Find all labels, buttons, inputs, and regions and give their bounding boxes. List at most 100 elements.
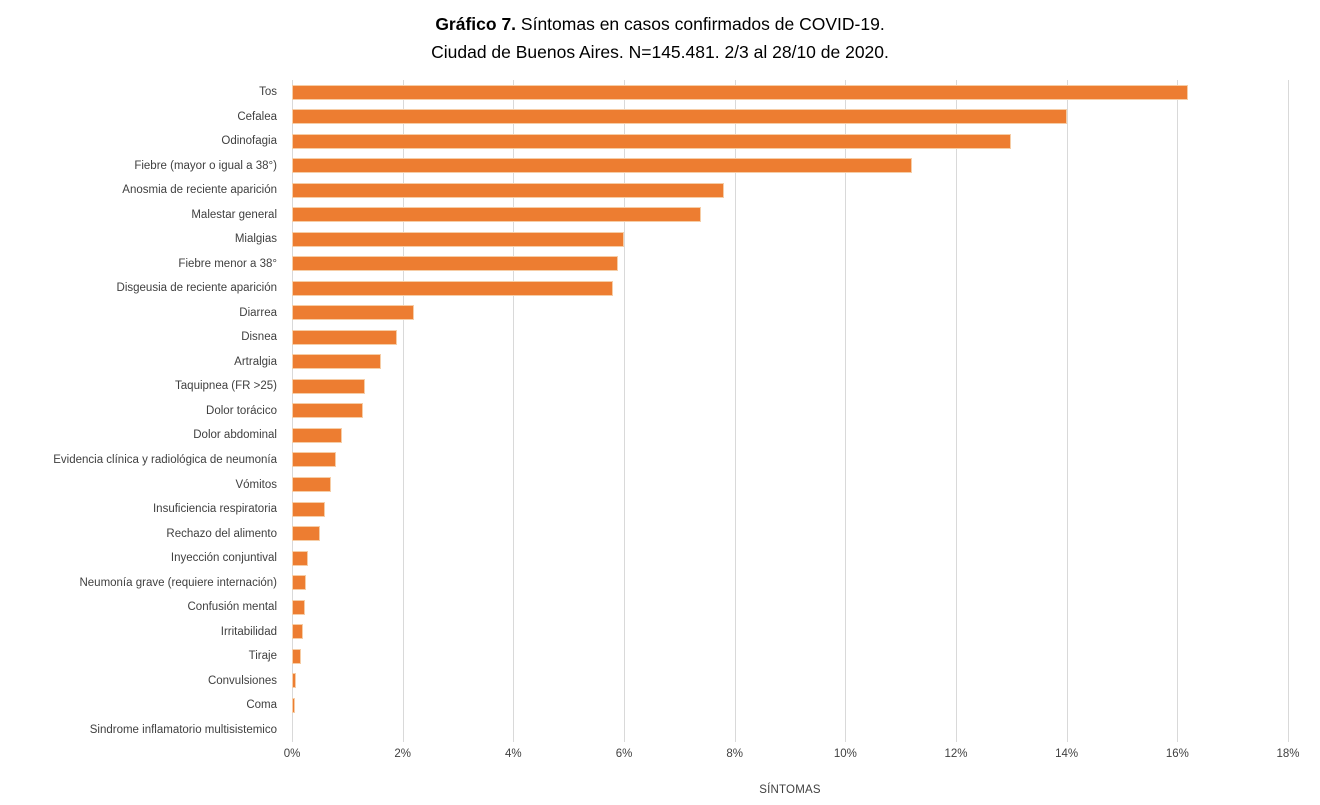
category-label: Vómitos (235, 478, 277, 491)
category-label: Taquipnea (FR >25) (175, 380, 277, 393)
bar (292, 305, 414, 321)
category-label: Dolor torácico (206, 404, 277, 417)
bar-track (292, 427, 1288, 443)
bar-track (292, 526, 1288, 542)
bar-track (292, 722, 1288, 737)
bar-track (292, 378, 1288, 394)
bar-track (292, 231, 1288, 247)
bar-row: Tiraje (0, 644, 1320, 669)
bar-track (292, 109, 1288, 125)
bar-row: Insuficiencia respiratoria (0, 497, 1320, 522)
bar (292, 452, 337, 468)
chart-title: Gráfico 7. Síntomas en casos confirmados… (0, 10, 1320, 66)
category-label: Confusión mental (187, 601, 278, 614)
bar-track (292, 477, 1288, 492)
bar-track (292, 501, 1288, 517)
category-label: Rechazo del alimento (166, 527, 277, 540)
bar-track (292, 158, 1288, 174)
bar (292, 403, 363, 419)
category-label: Artralgia (234, 355, 277, 368)
x-tick-label: 2% (394, 748, 411, 760)
bar (292, 550, 309, 566)
chart-title-prefix: Gráfico 7. (435, 14, 517, 34)
category-label: Neumonía grave (requiere internación) (79, 576, 277, 589)
gridline-14% (1066, 80, 1068, 742)
bar-row: Fiebre menor a 38° (0, 252, 1320, 277)
bar-row: Disnea (0, 325, 1320, 350)
bar-track (292, 648, 1288, 664)
category-label: Fiebre menor a 38° (178, 257, 277, 270)
bar-row: Rechazo del alimento (0, 521, 1320, 546)
gridline-12% (956, 80, 957, 742)
bar-row: Odinofagia (0, 129, 1320, 154)
gridline-8% (734, 80, 736, 742)
bar-row: Cefalea (0, 105, 1320, 130)
category-label: Disgeusia de reciente aparición (116, 282, 277, 295)
bar-track (292, 697, 1288, 713)
category-label: Cefalea (237, 110, 277, 123)
bar-row: Evidencia clínica y radiológica de neumo… (0, 448, 1320, 473)
bar (292, 133, 1012, 149)
bar (292, 231, 624, 247)
bar (292, 501, 326, 517)
bar-track (292, 575, 1288, 591)
gridline-16% (1177, 80, 1179, 742)
x-tick-label: 18% (1276, 748, 1300, 760)
bar-row: Confusión mental (0, 595, 1320, 620)
bar-row: Anosmia de reciente aparición (0, 178, 1320, 203)
bar (292, 329, 398, 345)
bar-row: Disgeusia de reciente aparición (0, 276, 1320, 301)
bar-track (292, 354, 1288, 370)
bar-row: Taquipnea (FR >25) (0, 374, 1320, 399)
bar-row: Tos (0, 80, 1320, 105)
category-label: Irritabilidad (220, 625, 277, 638)
bar (292, 673, 296, 689)
bar (292, 599, 305, 615)
x-axis-title: SÍNTOMAS (759, 784, 821, 796)
x-axis: 0% 2% 4% 6% 8% 10% 12% 14% 16% 18% (284, 748, 1300, 764)
bar-track (292, 403, 1288, 419)
category-label: Coma (246, 699, 277, 712)
x-tick-label: 0% (283, 748, 301, 760)
bar-row: Diarrea (0, 301, 1320, 326)
bar (292, 109, 1067, 125)
x-tick-label: 12% (944, 748, 968, 760)
bar-row: Sindrome inflamatorio multisistemico (0, 717, 1320, 742)
category-label: Malestar general (191, 208, 277, 221)
category-label: Fiebre (mayor o igual a 38°) (134, 159, 277, 172)
bar (292, 280, 613, 296)
bar (292, 84, 1189, 100)
bar-track (292, 84, 1288, 100)
bar-track (292, 599, 1288, 615)
bar-track (292, 305, 1288, 321)
chart-title-line1: Gráfico 7. Síntomas en casos confirmados… (0, 10, 1320, 38)
category-label: Evidencia clínica y radiológica de neumo… (53, 453, 277, 466)
category-label: Tos (259, 86, 277, 99)
category-label: Diarrea (239, 306, 277, 319)
bar-track (292, 133, 1288, 149)
bar-row: Neumonía grave (requiere internación) (0, 570, 1320, 595)
category-label: Disnea (241, 331, 277, 344)
bar (292, 158, 912, 174)
bar-track (292, 280, 1288, 296)
bar-track (292, 624, 1288, 640)
chart-title-line1-rest: Síntomas en casos confirmados de COVID-1… (516, 14, 885, 34)
bar (292, 526, 320, 542)
bar (292, 354, 381, 370)
bar-track (292, 452, 1288, 468)
category-label: Mialgias (234, 233, 277, 246)
bar-track (292, 256, 1288, 272)
bar (292, 697, 296, 713)
bar-track (292, 673, 1288, 689)
bar-row: Dolor abdominal (0, 423, 1320, 448)
gridline-2% (402, 80, 404, 742)
bar (292, 256, 619, 272)
bar-row: Irritabilidad (0, 619, 1320, 644)
bar-row: Artralgia (0, 350, 1320, 375)
bar (292, 378, 366, 394)
bar (292, 182, 724, 198)
bar-row: Malestar general (0, 203, 1320, 228)
bar-row: Convulsiones (0, 668, 1320, 693)
category-label: Insuficiencia respiratoria (152, 503, 277, 516)
bar-track (292, 550, 1288, 566)
